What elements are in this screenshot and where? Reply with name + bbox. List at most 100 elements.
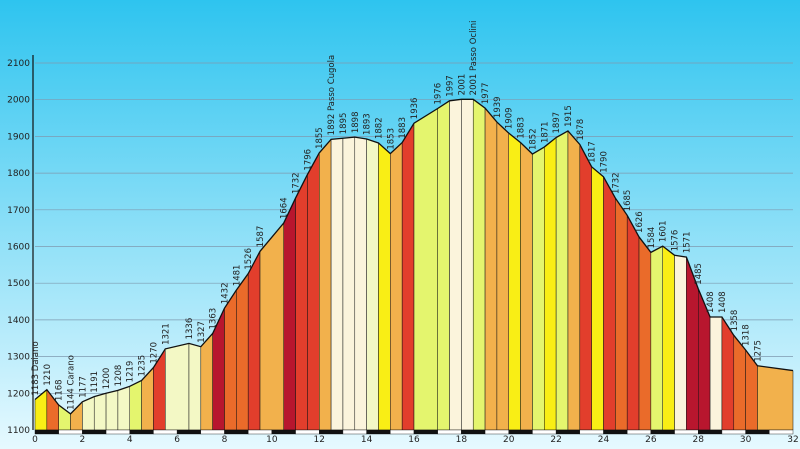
profile-segment <box>508 132 521 431</box>
x-axis-band <box>295 429 320 435</box>
x-tick-label: 10 <box>266 435 278 445</box>
profile-segment <box>259 222 284 431</box>
x-tick-label: 8 <box>222 435 228 445</box>
profile-segment <box>674 255 687 431</box>
x-axis-band <box>271 429 296 435</box>
profile-segment <box>520 142 533 431</box>
x-tick-label: 12 <box>314 435 325 445</box>
elevation-label: 1571 <box>682 232 692 254</box>
y-tick-label: 1800 <box>7 169 30 179</box>
x-tick-label: 32 <box>787 435 798 445</box>
elevation-label: 1408 <box>706 291 716 313</box>
x-tick-label: 24 <box>598 435 610 445</box>
elevation-label: 1871 <box>540 121 550 143</box>
x-tick-labels: 0 2 4 6 8 10 12 14 16 18 20 22 24 26 28 30 32 <box>32 435 799 445</box>
profile-segment <box>757 365 794 431</box>
profile-segment <box>626 215 640 431</box>
y-tick-label: 1200 <box>7 389 30 399</box>
y-tick-label: 1500 <box>7 279 30 289</box>
x-axis-band <box>319 429 344 435</box>
elevation-label: 1915 <box>564 105 574 127</box>
elevation-label: 1526 <box>244 248 254 270</box>
profile-segment <box>401 122 415 431</box>
x-tick-label: 28 <box>693 435 705 445</box>
elevation-label: 2001 <box>457 74 467 96</box>
x-axis-band <box>698 429 723 435</box>
profile-segment <box>330 137 344 431</box>
elevation-label: 1939 <box>493 96 503 118</box>
x-tick-label: 2 <box>80 435 86 445</box>
elevation-label: 1664 <box>280 197 290 219</box>
profile-segment <box>342 136 356 431</box>
profile-segment <box>247 251 261 431</box>
elevation-label: 1275 <box>753 340 763 362</box>
x-axis-band <box>532 429 557 435</box>
elevation-label: 1327 <box>197 321 207 343</box>
profile-segment <box>188 343 202 431</box>
y-tick-label: 1900 <box>7 132 30 142</box>
elevation-label: 1191 <box>90 371 100 393</box>
profile-segment <box>484 107 498 431</box>
elevation-label: 1855 <box>315 127 325 149</box>
elevation-label: 1626 <box>635 211 645 233</box>
elevation-label: 1817 <box>588 141 598 163</box>
y-tick-label: 1700 <box>7 206 30 216</box>
x-axis-band <box>745 429 770 435</box>
profile-segment <box>555 130 569 431</box>
x-tick-label: 0 <box>32 435 38 445</box>
profile-segment <box>129 380 142 431</box>
profile-segment <box>567 130 581 431</box>
x-tick-label: 16 <box>408 435 420 445</box>
y-tick-label: 2000 <box>7 96 30 106</box>
profile-segment <box>638 236 652 431</box>
profile-segment <box>378 142 391 431</box>
x-axis-band <box>34 429 59 435</box>
x-tick-label: 20 <box>503 435 515 445</box>
x-axis-band <box>105 429 130 435</box>
x-tick-label: 14 <box>361 435 373 445</box>
profile-segment <box>591 166 604 431</box>
x-axis-band <box>555 429 581 435</box>
profile-segment <box>307 152 320 431</box>
elevation-label: 1685 <box>623 190 633 212</box>
profile-segment <box>579 144 592 431</box>
elevation-label: 1485 <box>694 263 704 285</box>
x-tick-label: 18 <box>456 435 468 445</box>
profile-segment <box>319 138 332 431</box>
elevation-label: 1587 <box>256 226 266 248</box>
elevation-label: 1898 <box>351 111 361 133</box>
elevation-label: 1909 <box>505 107 515 129</box>
x-tick-label: 26 <box>645 435 657 445</box>
x-axis-band <box>200 429 225 435</box>
elevation-label: 1790 <box>600 151 610 173</box>
profile-segment <box>721 316 735 431</box>
profile-segment <box>224 289 237 431</box>
x-axis-band <box>579 429 604 435</box>
x-axis-band <box>247 429 273 435</box>
elevation-label: 1892 Passo Cugola <box>327 55 337 136</box>
profile-segment <box>496 121 509 431</box>
profile-outline <box>34 98 794 415</box>
elevation-label: 1893 <box>363 113 373 135</box>
x-axis-band <box>626 429 652 435</box>
elevation-label: 1363 <box>209 308 219 330</box>
profile-segment <box>117 385 130 431</box>
elevation-label: 1878 <box>576 119 586 141</box>
x-axis-band <box>129 429 154 435</box>
elevation-label: 1883 <box>398 117 408 139</box>
elevation-label: 1358 <box>730 310 740 332</box>
y-tick-label: 1600 <box>7 243 30 253</box>
y-tick-label: 1400 <box>7 316 30 326</box>
x-tick-label: 6 <box>174 435 180 445</box>
elevation-label: 1210 <box>43 364 53 386</box>
elevation-label: 1235 <box>138 355 148 377</box>
elevation-label: 1584 <box>647 227 657 249</box>
profile-segment <box>544 136 557 431</box>
elevation-label: 1936 <box>410 98 420 120</box>
profile-segment <box>413 108 438 431</box>
profile-segment <box>236 272 249 431</box>
x-tick-label: 22 <box>550 435 561 445</box>
y-tick-labels: 1100 1200 1300 1400 1500 1600 1700 1800 1900 2000… <box>7 59 30 436</box>
axes <box>32 55 794 435</box>
profile-segment <box>93 392 107 431</box>
